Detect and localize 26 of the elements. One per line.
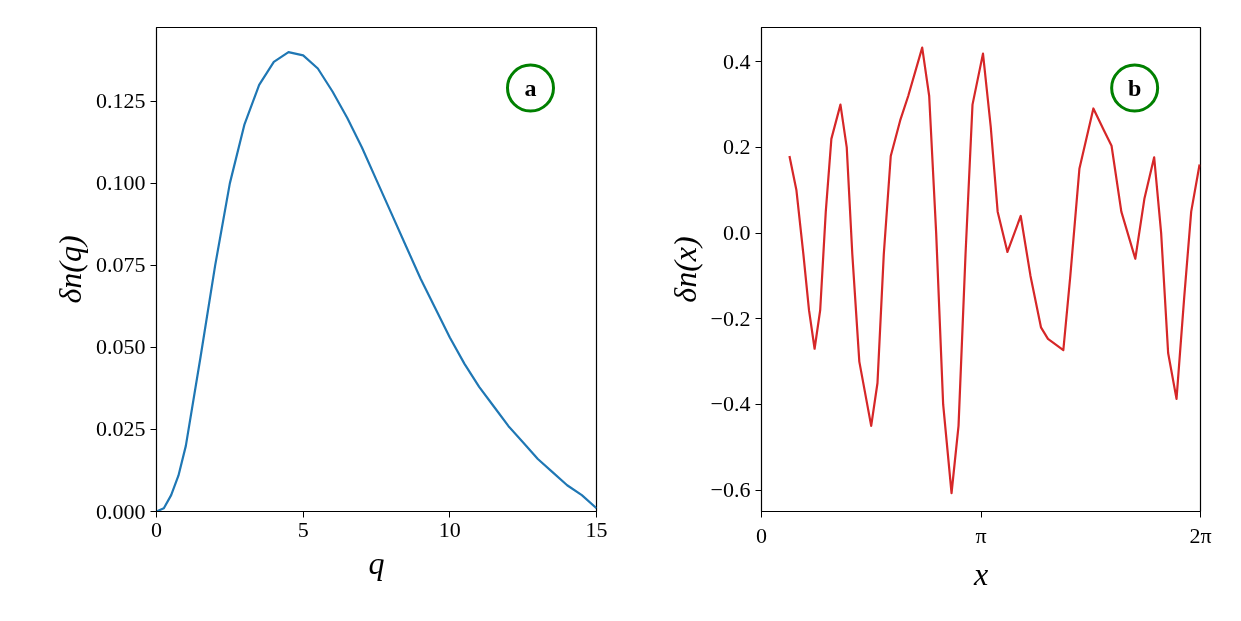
y-tick-label: 0.050: [96, 334, 146, 360]
y-tick-label: −0.6: [710, 477, 751, 503]
line-series: [788, 46, 1201, 495]
x-tick-label: 0: [756, 522, 767, 548]
x-axis-title: x: [972, 555, 989, 592]
y-tick-label: 0.075: [96, 252, 146, 278]
y-axis-title: δn(x): [666, 236, 703, 303]
y-tick-label: 0.000: [96, 498, 146, 524]
x-tick-label: 2π: [1189, 522, 1212, 548]
y-tick-label: −0.2: [710, 305, 751, 331]
x-tick-label: 10: [438, 516, 461, 542]
y-tick-label: 0.2: [723, 134, 751, 160]
x-tick-label: 5: [297, 516, 309, 542]
y-tick-label: 0.4: [723, 48, 751, 74]
y-tick-label: 0.025: [96, 416, 146, 442]
annotation: a: [524, 75, 537, 101]
y-tick-label: 0.125: [96, 88, 146, 114]
y-axis-title: δn(q): [52, 235, 88, 304]
annotation: b: [1127, 75, 1142, 101]
x-tick-label: 0: [151, 516, 162, 542]
x-tick-label: 15: [585, 516, 608, 542]
y-tick-label: 0.100: [96, 170, 146, 196]
y-tick-label: −0.4: [710, 391, 751, 417]
x-tick-label: π: [975, 522, 987, 548]
x-axis-title: q: [368, 544, 385, 581]
y-tick-label: 0.0: [723, 220, 751, 246]
